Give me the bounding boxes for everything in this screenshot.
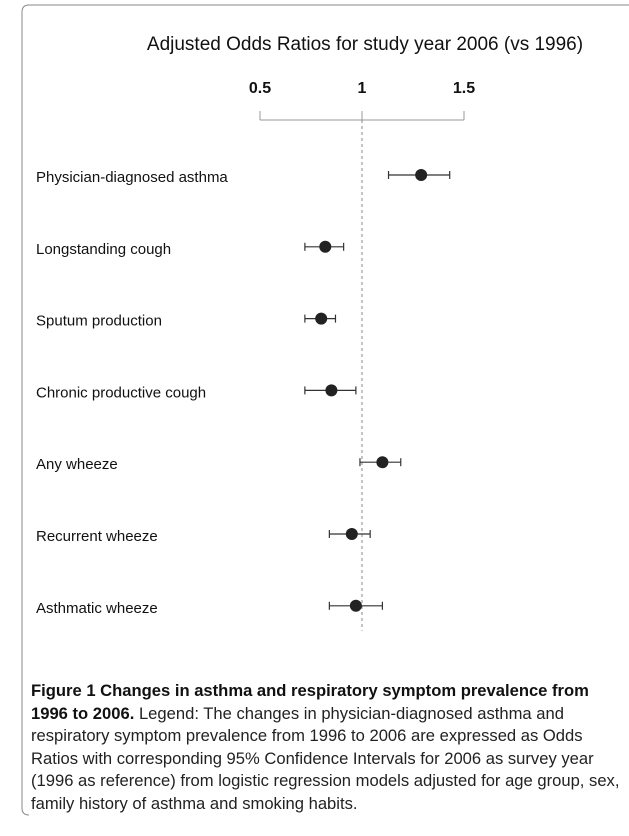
category-label: Asthmatic wheeze (36, 600, 158, 617)
category-label: Sputum production (36, 313, 162, 330)
category-label: Chronic productive cough (36, 384, 206, 401)
point (325, 384, 338, 397)
category-label: Any wheeze (36, 456, 118, 473)
chart-title: Adjusted Odds Ratios for study year 2006… (147, 34, 583, 55)
x-tick-label: 0.5 (249, 80, 271, 97)
category-label: Longstanding cough (36, 241, 171, 258)
point (345, 528, 358, 540)
point (319, 240, 332, 253)
category-label: Physician-diagnosed asthma (36, 169, 228, 186)
point (415, 169, 428, 181)
caption-text: Legend: The changes in physician-diagnos… (31, 703, 620, 813)
category-label: Recurrent wheeze (36, 528, 158, 545)
point (376, 456, 389, 469)
x-tick-label: 1 (358, 80, 367, 97)
caption-label: Figure 1 Changes in asthma and respirato… (31, 681, 589, 723)
point (349, 599, 362, 612)
frame (21, 4, 629, 816)
caption: Figure 1 Changes in asthma and respirato… (31, 680, 623, 815)
x-tick-label: 1.5 (453, 80, 475, 97)
point (315, 312, 328, 325)
